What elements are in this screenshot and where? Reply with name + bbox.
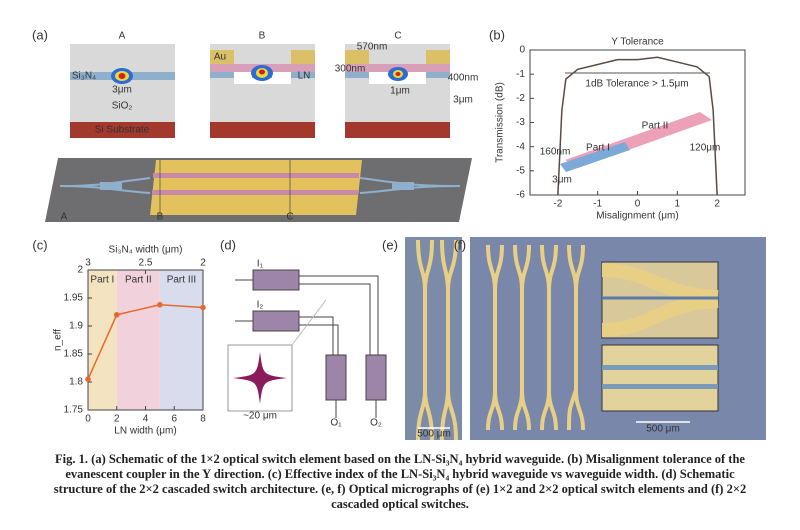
- material-label: LN: [298, 71, 311, 82]
- dimension-label: 570nm: [357, 42, 388, 53]
- x-tick-label: 4: [143, 414, 149, 425]
- figure-panels: (a) (b) (c) (d) (e) (f) A B C Si₃N₄ 3μm SiO₂ Si Subs…: [32, 27, 766, 441]
- micrograph-f: [470, 237, 766, 440]
- y-tick-label: -5: [516, 165, 525, 176]
- y-tick-label: 1.85: [64, 349, 84, 360]
- scale-label: ~20 μm: [243, 411, 277, 422]
- port-label: I₁: [257, 259, 264, 270]
- annotation: 1dB Tolerance > 1.5μm: [585, 79, 688, 90]
- series-line: [557, 56, 718, 196]
- dimension-label: 300nm: [335, 64, 366, 75]
- y-tick-label: -6: [516, 190, 525, 201]
- panel-label: (e): [382, 237, 398, 252]
- x-tick-label: 6: [171, 414, 177, 425]
- y-axis-label: n_eff: [53, 329, 64, 351]
- y-tick-label: -3: [516, 117, 525, 128]
- x-axis-label: LN width (μm): [114, 426, 176, 437]
- x2-axis-label: Si₃N₄ width (μm): [109, 245, 183, 256]
- cut-label: B: [157, 212, 164, 223]
- y-axis-label: Transmission (dB): [495, 82, 506, 163]
- chart-title: Y Tolerance: [611, 37, 664, 48]
- y-tick-label: 2: [77, 265, 83, 276]
- region: [116, 270, 160, 410]
- x-tick-label: -2: [553, 199, 562, 210]
- y-tick-label: 1.75: [64, 405, 84, 416]
- dimension-label: 3μm: [453, 95, 473, 106]
- port-label: O₁: [330, 418, 342, 429]
- dimension-label: 3μm: [112, 85, 132, 96]
- cross-section-c: [345, 44, 450, 138]
- x-tick-label: -1: [593, 199, 602, 210]
- panel-label: (d): [220, 237, 236, 252]
- y-tick-label: 0: [519, 45, 525, 56]
- figure-caption: Fig. 1. (a) Schematic of the 1×2 optical…: [53, 452, 747, 511]
- cut-label: C: [286, 212, 293, 223]
- x-axis-label: Misalignment (μm): [596, 211, 678, 222]
- panel-label: (c): [32, 237, 47, 252]
- x2-tick-label: 2.5: [139, 258, 153, 269]
- dimension-label: 400nm: [448, 73, 479, 84]
- scale-bar-label: 500 μm: [417, 429, 451, 440]
- section-label: B: [259, 31, 266, 42]
- series-line: [87, 303, 204, 380]
- material-label: Au: [214, 52, 226, 63]
- switch-architecture: [227, 269, 387, 418]
- panel-label: (f): [454, 237, 466, 252]
- annotation: Part II: [642, 121, 669, 132]
- annotation: 3μm: [552, 175, 572, 186]
- port-label: O₂: [370, 418, 382, 429]
- x-tick-label: 2: [114, 414, 120, 425]
- x-tick-label: 2: [714, 199, 720, 210]
- region-label: Part III: [167, 275, 196, 286]
- material-label: Si Substrate: [95, 125, 150, 136]
- panel-label: (a): [32, 27, 48, 42]
- cross-section-b: [210, 44, 315, 138]
- panel-label: (b): [489, 27, 505, 42]
- device-schematic: [45, 158, 472, 222]
- series-marker: [113, 312, 120, 318]
- x-tick-label: 8: [200, 414, 206, 425]
- micrograph-e: [405, 237, 462, 441]
- series-marker: [157, 301, 163, 308]
- section-label: A: [119, 31, 126, 42]
- y-tick-label: 1.9: [69, 321, 83, 332]
- x-tick-label: 0: [635, 199, 641, 210]
- series-marker: [200, 304, 206, 311]
- plot-frame: [529, 49, 746, 196]
- y-tick-label: -2: [516, 93, 525, 104]
- section-label: C: [394, 31, 401, 42]
- y-tick-label: 1.8: [69, 377, 83, 388]
- dimension-label: 1μm: [390, 86, 410, 97]
- y-tick-label: 1.95: [64, 293, 84, 304]
- annotation: 120μm: [690, 143, 721, 154]
- material-label: SiO₂: [112, 101, 133, 112]
- annotation: Part I: [586, 143, 610, 154]
- x-tick-label: 1: [675, 199, 681, 210]
- x2-tick-label: 2: [200, 258, 206, 269]
- region-label: Part I: [90, 275, 114, 286]
- scale-bar-label: 500 μm: [646, 424, 680, 435]
- coupler-inset: [560, 112, 712, 172]
- region-label: Part II: [125, 275, 152, 286]
- region: [88, 270, 117, 410]
- annotation: 160nm: [540, 147, 571, 158]
- region: [159, 270, 203, 410]
- material-label: Si₃N₄: [72, 71, 96, 82]
- series-marker: [85, 376, 91, 383]
- x2-tick-label: 3: [85, 258, 91, 269]
- cut-label: A: [61, 212, 68, 223]
- x-tick-label: 0: [85, 414, 91, 425]
- y-tick-label: -4: [516, 141, 525, 152]
- cross-section-a: [70, 44, 175, 138]
- port-label: I₂: [257, 300, 264, 311]
- y-tick-label: -1: [516, 69, 525, 80]
